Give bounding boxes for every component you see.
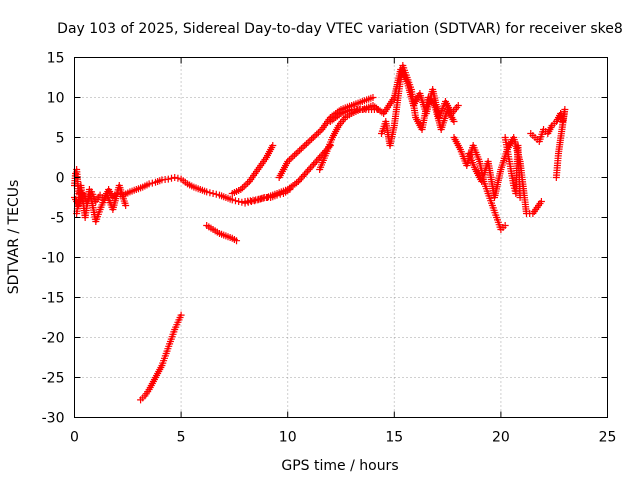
gridlines [74, 57, 608, 418]
data-point [297, 174, 305, 182]
data-point [174, 174, 182, 182]
data-point [300, 171, 308, 179]
y-tick-label: -5 [51, 211, 65, 227]
x-axis-label: GPS time / hours [281, 458, 398, 474]
data-point [284, 158, 292, 165]
data-point [237, 186, 245, 193]
data-point [122, 202, 130, 209]
x-tick-label: 5 [177, 430, 186, 446]
data-point [305, 166, 313, 173]
data-point [209, 190, 217, 197]
y-tick-label: -25 [42, 371, 65, 387]
data-point [316, 127, 324, 135]
data-point [308, 135, 316, 143]
data-point [308, 162, 316, 170]
chart-title: Day 103 of 2025, Sidereal Day-to-day VTE… [57, 21, 623, 37]
x-tick-label: 10 [279, 430, 297, 446]
data-point [292, 150, 300, 157]
data-point [552, 174, 560, 181]
series-baseline-scatter [73, 182, 130, 225]
data-point [302, 140, 310, 148]
series-upper-scatter [378, 62, 458, 149]
series-isolated-arc-long [137, 311, 185, 404]
data-point [177, 311, 185, 319]
data-point [450, 118, 458, 125]
data-point [269, 142, 277, 149]
data-point [206, 189, 214, 197]
series-isolated-arc-short [203, 222, 241, 245]
data-point [314, 129, 322, 137]
data-point [239, 184, 247, 192]
plot-border [74, 57, 608, 418]
y-axis-label: SDTVAR / TECUs [6, 180, 22, 295]
data-point [289, 153, 297, 161]
data-point [203, 188, 211, 196]
data-point [233, 237, 241, 245]
y-tick-label: -30 [42, 411, 65, 427]
data-point [313, 130, 321, 138]
x-tick-label: 20 [492, 430, 510, 446]
data-point [148, 179, 156, 187]
data-point [285, 156, 293, 164]
y-tick-label: 15 [47, 51, 65, 67]
data-point [294, 148, 302, 156]
data-point [306, 137, 314, 145]
data-point [297, 145, 305, 153]
y-tick-label: -15 [42, 291, 65, 307]
data-point [307, 164, 315, 172]
data-point [314, 155, 322, 163]
y-tick-label: 5 [56, 131, 65, 147]
series-rising-arc-a [228, 142, 277, 197]
data-point [309, 134, 317, 141]
tick-labels: 0 5 10 15 20 25 -30 -25 -20 -15 -10 -5 0 5 10 15 [42, 51, 617, 446]
data-point [301, 142, 309, 149]
data-points [71, 62, 569, 404]
x-tick-label: 0 [70, 430, 79, 446]
data-point [212, 190, 220, 198]
data-point [310, 160, 318, 168]
data-point [311, 159, 319, 167]
data-point [302, 169, 310, 177]
y-tick-label: -10 [42, 251, 65, 267]
x-tick-label: 15 [385, 430, 403, 446]
data-point [171, 174, 179, 181]
y-tick-label: 0 [56, 171, 65, 187]
series-end-cluster [527, 106, 569, 181]
data-point [291, 151, 299, 159]
data-point [296, 146, 304, 154]
data-point [164, 175, 172, 183]
data-point [296, 176, 304, 184]
y-tick-label: 10 [47, 91, 65, 107]
data-point [244, 179, 252, 187]
data-point [313, 157, 321, 165]
y-tick-label: -20 [42, 331, 65, 347]
data-point [304, 138, 312, 146]
data-point [294, 178, 302, 185]
data-point [454, 102, 462, 109]
data-point [537, 198, 545, 205]
data-point [369, 94, 377, 101]
data-point [145, 180, 153, 188]
data-point [242, 181, 250, 189]
x-tick-label: 25 [599, 430, 617, 446]
data-point [287, 154, 295, 162]
data-point [303, 167, 311, 175]
data-point [228, 196, 236, 204]
data-point [299, 143, 307, 151]
data-point [75, 190, 83, 197]
data-point [299, 172, 307, 180]
data-point [240, 182, 248, 190]
data-point [168, 174, 176, 182]
data-point [231, 197, 239, 205]
data-point [238, 198, 246, 206]
series-late-vertical [501, 134, 524, 201]
data-point [235, 198, 243, 205]
data-point [516, 194, 524, 201]
data-point [501, 222, 509, 229]
data-point [311, 132, 319, 140]
data-point [72, 170, 80, 177]
